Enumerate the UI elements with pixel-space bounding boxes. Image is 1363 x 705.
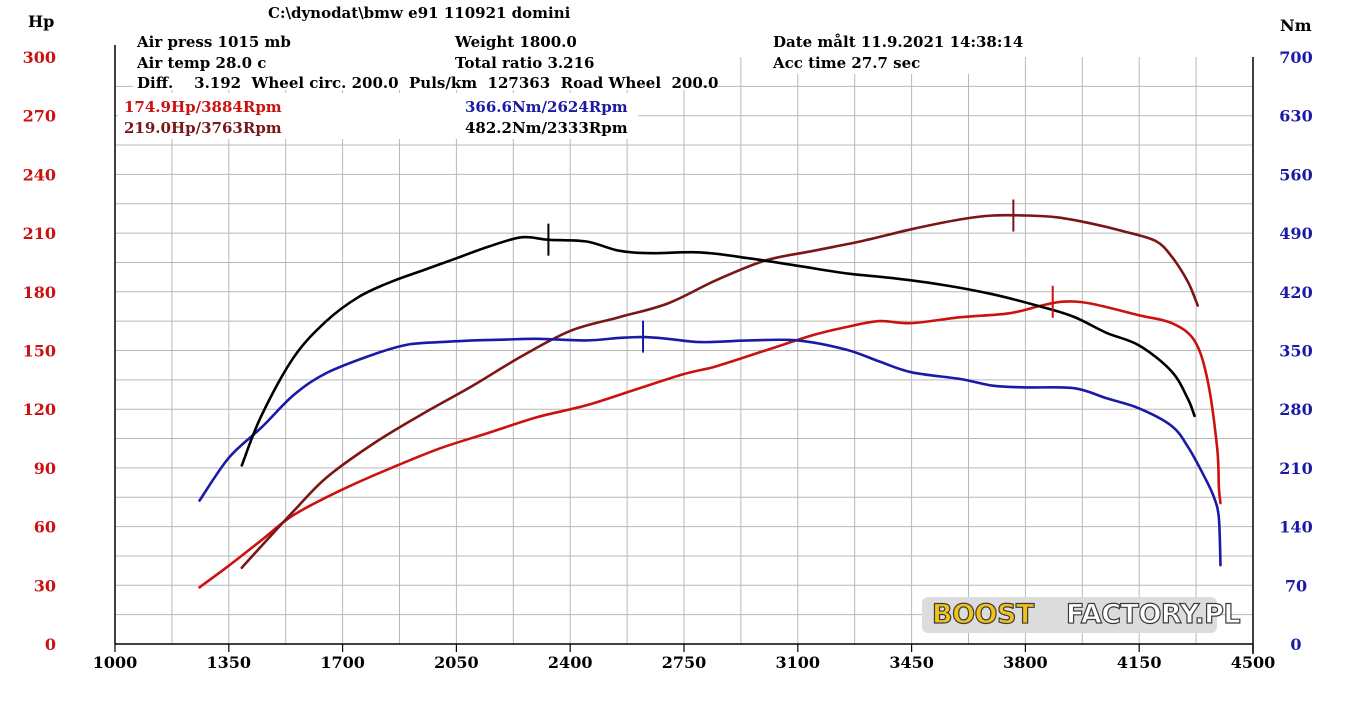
x-tick-label: 4500 — [1231, 653, 1276, 672]
axes — [114, 45, 1254, 654]
y-right-tick-label: 490 — [1279, 224, 1312, 243]
peaks-box — [118, 93, 638, 139]
y-left-tick-label: 30 — [34, 576, 56, 595]
right-axis-unit: Nm — [1280, 16, 1312, 35]
x-tick-label: 1700 — [320, 653, 365, 672]
peak-nm-blue: 366.6Nm/2624Rpm — [465, 98, 628, 116]
y-right-tick-label: 70 — [1285, 576, 1307, 595]
boostfactory-logo: BOOST FACTORY.PL — [922, 597, 1241, 633]
x-tick-label: 2750 — [662, 653, 707, 672]
x-tick-label: 1350 — [207, 653, 252, 672]
x-tick-label: 4150 — [1117, 653, 1162, 672]
date: Date målt 11.9.2021 14:38:14 — [773, 33, 1023, 51]
y-right-tick-label: 0 — [1290, 635, 1301, 654]
series-line-4 — [240, 235, 1196, 467]
series-line-1 — [198, 300, 1222, 589]
y-left-tick-label: 210 — [23, 224, 56, 243]
y-right-tick-label: 280 — [1279, 400, 1312, 419]
series-line-3 — [198, 335, 1222, 567]
peak-hp-red: 174.9Hp/3884Rpm — [124, 98, 282, 116]
air-press: Air press 1015 mb — [136, 33, 291, 51]
acc-time: Acc time 27.7 sec — [772, 54, 920, 72]
y-right-tick-label: 350 — [1279, 342, 1312, 361]
grid — [115, 57, 1253, 644]
air-temp: Air temp 28.0 c — [136, 54, 266, 72]
peak-nm-black: 482.2Nm/2333Rpm — [465, 119, 628, 137]
y-left-tick-label: 120 — [23, 400, 56, 419]
x-tick-label: 2400 — [548, 653, 593, 672]
peak-hp-dark: 219.0Hp/3763Rpm — [124, 119, 282, 137]
y-left-tick-label: 0 — [45, 635, 56, 654]
x-tick-label: 3800 — [1003, 653, 1048, 672]
y-right-tick-label: 630 — [1279, 107, 1312, 126]
x-tick-label: 3450 — [889, 653, 934, 672]
peak-markers — [547, 199, 1054, 353]
header-box — [133, 28, 690, 90]
y-right-tick-label: 560 — [1279, 165, 1312, 184]
y-left-tick-label: 300 — [23, 48, 56, 67]
y-left-tick-label: 180 — [23, 283, 56, 302]
series-group — [198, 213, 1222, 589]
y-right-tick-label: 210 — [1279, 459, 1312, 478]
file-name: C:\dynodat\bmw e91 110921 domini — [268, 4, 571, 22]
y-left-tick-label: 240 — [23, 165, 56, 184]
y-right-tick-label: 700 — [1279, 48, 1312, 67]
weight: Weight 1800.0 — [454, 33, 577, 51]
y-left-tick-label: 150 — [23, 342, 56, 361]
tick-labels: 1000 1350 1700 2050 2400 2750 3100 3450 3800 4150… — [23, 48, 1313, 672]
x-tick-label: 3100 — [776, 653, 821, 672]
y-left-tick-label: 60 — [34, 518, 56, 537]
logo-part-1: BOOST — [931, 598, 1035, 630]
y-right-tick-label: 140 — [1279, 518, 1312, 537]
logo-part-2: FACTORY.PL — [1065, 598, 1241, 630]
diff-line: Diff. 3.192 Wheel circ. 200.0 Puls/km 12… — [137, 74, 718, 92]
y-left-tick-label: 90 — [34, 459, 56, 478]
date-box — [770, 28, 1020, 74]
y-left-tick-label: 270 — [23, 107, 56, 126]
y-right-tick-label: 420 — [1279, 283, 1312, 302]
series-line-2 — [240, 213, 1199, 569]
x-tick-label: 1000 — [93, 653, 138, 672]
left-axis-unit: Hp — [28, 12, 54, 31]
x-tick-label: 2050 — [434, 653, 479, 672]
total-ratio: Total ratio 3.216 — [455, 54, 594, 72]
